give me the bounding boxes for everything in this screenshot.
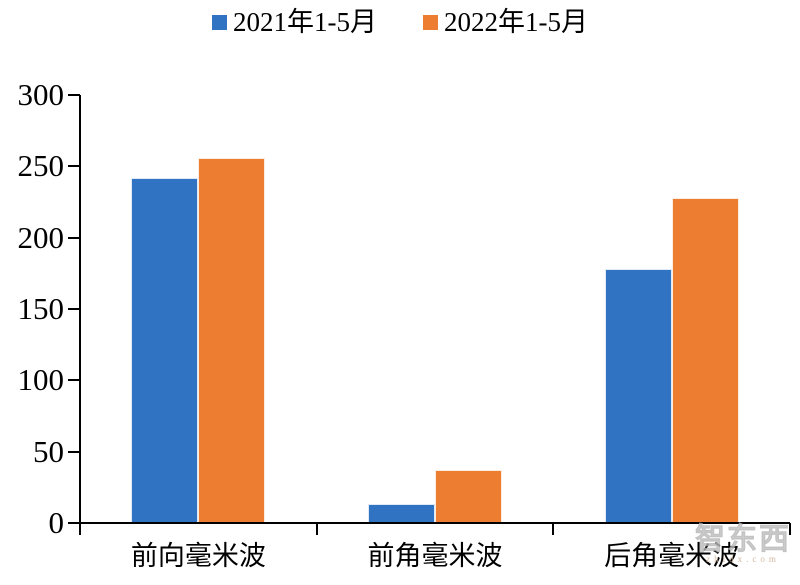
bar-series0-cat1	[368, 504, 435, 523]
x-tick-mark	[789, 523, 791, 535]
watermark: 智东西 zhidx.com	[686, 523, 800, 564]
y-axis-line	[79, 95, 81, 535]
x-category-label: 前向毫米波	[130, 541, 266, 571]
bar-series1-cat1	[435, 470, 502, 523]
y-tick-label: 200	[17, 219, 65, 255]
y-tick-mark	[68, 236, 80, 239]
watermark-url-text: zhidx.com	[706, 553, 780, 564]
y-tick-mark	[68, 379, 80, 382]
bar-series1-cat2	[671, 197, 739, 523]
y-tick-label: 50	[33, 433, 64, 469]
bar-series0-cat0	[131, 177, 199, 523]
legend-item-0: 2021年1-5月	[212, 6, 377, 38]
y-tick-label: 100	[17, 362, 65, 398]
chart-legend: 2021年1-5月 2022年1-5月	[0, 6, 800, 38]
legend-swatch-icon	[423, 14, 438, 30]
legend-label: 2021年1-5月	[233, 7, 377, 37]
x-tick-mark	[552, 523, 555, 535]
y-tick-mark	[68, 450, 80, 453]
bar-series1-cat0	[198, 157, 266, 523]
x-tick-mark	[315, 523, 318, 535]
watermark-logo-text: 智东西	[695, 523, 791, 556]
bar-series0-cat2	[604, 269, 672, 523]
x-category-label: 前角毫米波	[367, 541, 503, 571]
y-tick-label: 300	[17, 77, 65, 112]
legend-item-1: 2022年1-5月	[423, 6, 588, 38]
x-axis-line	[68, 522, 790, 524]
y-tick-mark	[68, 308, 80, 310]
y-tick-mark	[68, 94, 80, 96]
y-tick-label: 0	[48, 505, 65, 540]
legend-swatch-icon	[212, 14, 227, 30]
y-tick-label: 250	[17, 148, 65, 184]
y-tick-label: 150	[17, 291, 65, 326]
legend-label: 2022年1-5月	[444, 7, 588, 37]
y-tick-mark	[68, 165, 80, 168]
x-category-label: 后角毫米波	[604, 541, 740, 571]
